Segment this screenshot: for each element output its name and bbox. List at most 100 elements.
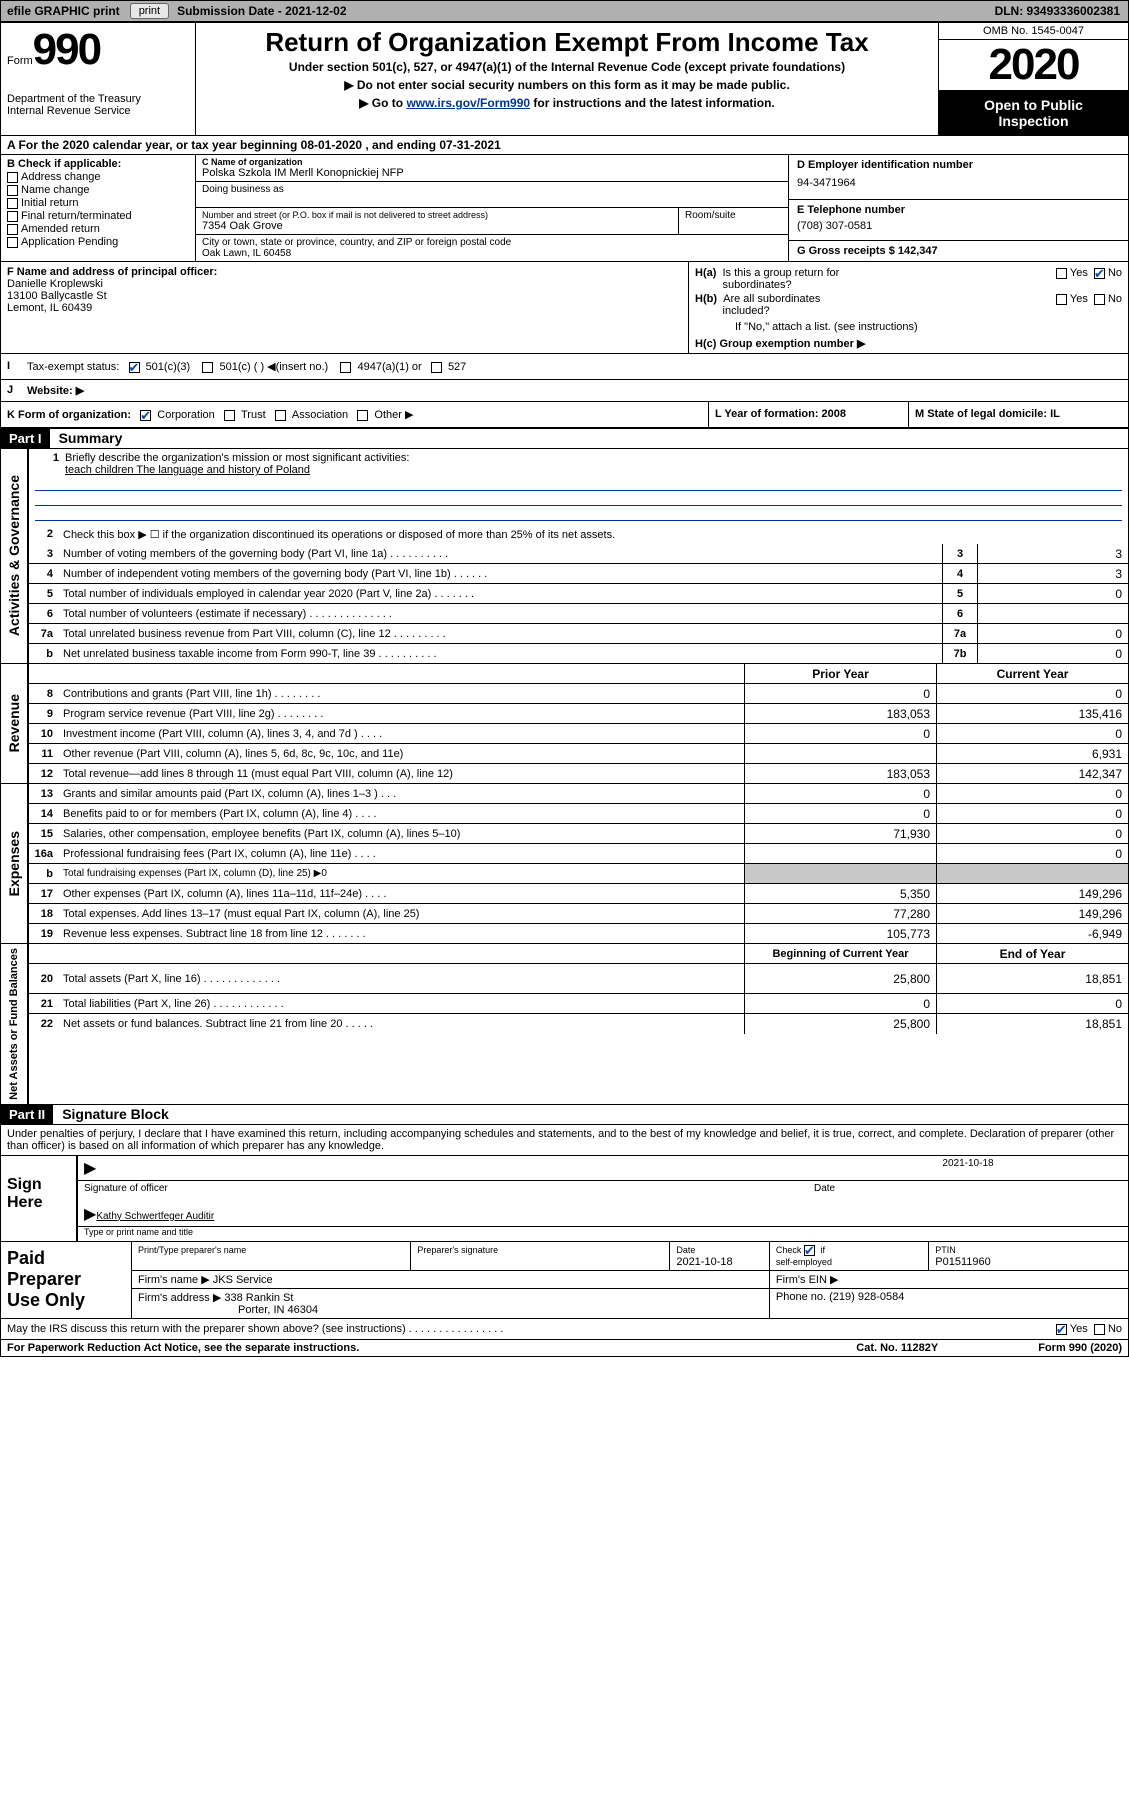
- p19: 105,773: [744, 924, 936, 943]
- addr-left: Number and street (or P.O. box if mail i…: [196, 208, 678, 234]
- chk-no[interactable]: [1094, 1324, 1105, 1335]
- line10: Investment income (Part VIII, column (A)…: [59, 726, 744, 742]
- omb-number: OMB No. 1545-0047: [939, 23, 1128, 40]
- line18: Total expenses. Add lines 13–17 (must eq…: [59, 906, 744, 922]
- officer-lbl: F Name and address of principal officer:: [7, 266, 217, 278]
- revenue-section: Revenue Prior YearCurrent Year 8Contribu…: [1, 664, 1128, 784]
- sig-officer-lbl: Signature of officer: [78, 1181, 808, 1196]
- line8: Contributions and grants (Part VIII, lin…: [59, 686, 744, 702]
- chk-final[interactable]: Final return/terminated: [7, 210, 189, 222]
- tel-block: E Telephone number (708) 307-0581: [789, 200, 1128, 241]
- footer: For Paperwork Reduction Act Notice, see …: [1, 1339, 1128, 1356]
- topbar: efile GRAPHIC print print Submission Dat…: [0, 0, 1129, 22]
- part-ii-title: Signature Block: [56, 1106, 169, 1122]
- hb-note: If "No," attach a list. (see instruction…: [695, 319, 1122, 335]
- chk-trust[interactable]: [224, 410, 235, 421]
- paid-label: PaidPreparerUse Only: [1, 1242, 131, 1318]
- p22: 25,800: [744, 1014, 936, 1034]
- paid-preparer: PaidPreparerUse Only Print/Type preparer…: [1, 1242, 1128, 1319]
- chk-4947[interactable]: [340, 362, 351, 373]
- chk-corp[interactable]: [140, 410, 151, 421]
- subtitle-2: ▶ Do not enter social security numbers o…: [204, 78, 930, 92]
- sign-here-label: SignHere: [1, 1156, 76, 1241]
- c10: 0: [936, 724, 1128, 743]
- line5: Total number of individuals employed in …: [59, 586, 942, 602]
- tax-year: 2020: [939, 40, 1128, 91]
- chk-501c[interactable]: [202, 362, 213, 373]
- discuss-yn: Yes No: [1056, 1323, 1122, 1335]
- p17: 5,350: [744, 884, 936, 903]
- chk-assoc[interactable]: [275, 410, 286, 421]
- line2: Check this box ▶ ☐ if the organization d…: [59, 526, 1128, 543]
- line6: Total number of volunteers (estimate if …: [59, 606, 942, 622]
- chk-initial[interactable]: Initial return: [7, 197, 189, 209]
- mission-block: 1Briefly describe the organization's mis…: [29, 449, 1128, 524]
- ein-val: 94-3471964: [797, 171, 1120, 195]
- line13: Grants and similar amounts paid (Part IX…: [59, 786, 744, 802]
- line14: Benefits paid to or for members (Part IX…: [59, 806, 744, 822]
- line21: Total liabilities (Part X, line 26) . . …: [59, 996, 744, 1012]
- paid-right: Print/Type preparer's name Preparer's si…: [131, 1242, 1128, 1318]
- c19: -6,949: [936, 924, 1128, 943]
- header-left: Form 990 Department of the Treasury Inte…: [1, 23, 196, 135]
- form-header: Form 990 Department of the Treasury Inte…: [1, 23, 1128, 136]
- irs-link[interactable]: www.irs.gov/Form990: [406, 96, 530, 110]
- print-pill[interactable]: print: [130, 3, 169, 19]
- chk-yes[interactable]: [1056, 1324, 1067, 1335]
- form-number: Form 990: [7, 25, 189, 75]
- dba-block: Doing business as: [196, 182, 788, 208]
- open2: Inspection: [998, 113, 1068, 129]
- k-lbl: K Form of organization:: [7, 409, 131, 421]
- c14: 0: [936, 804, 1128, 823]
- c15: 0: [936, 824, 1128, 843]
- chk-527[interactable]: [431, 362, 442, 373]
- p12: 183,053: [744, 764, 936, 783]
- ag-content: 1Briefly describe the organization's mis…: [29, 449, 1128, 664]
- footer-right: Form 990 (2020): [1038, 1342, 1122, 1354]
- line12: Total revenue—add lines 8 through 11 (mu…: [59, 766, 744, 782]
- p13: 0: [744, 784, 936, 803]
- chk-name[interactable]: Name change: [7, 184, 189, 196]
- form-container: Form 990 Department of the Treasury Inte…: [0, 22, 1129, 1357]
- typed-lbl: Type or print name and title: [78, 1227, 1128, 1241]
- form-num: 990: [33, 25, 100, 75]
- website-lbl: Website: ▶: [27, 384, 84, 397]
- part-i-badge: Part I: [1, 429, 50, 448]
- prep-sig-lbl: Preparer's signature: [417, 1245, 498, 1255]
- officer-name: Danielle Kroplewski: [7, 278, 103, 290]
- chk-pending[interactable]: Application Pending: [7, 236, 189, 248]
- gross-lbl: G Gross receipts $ 142,347: [797, 245, 938, 257]
- blank-line-3: [35, 506, 1122, 521]
- line16b: Total fundraising expenses (Part IX, col…: [59, 866, 744, 881]
- officer-city: Lemont, IL 60439: [7, 302, 92, 314]
- hdr-prior: Prior Year: [744, 664, 936, 683]
- col-b: B Check if applicable: Address change Na…: [1, 155, 196, 261]
- chk-addr[interactable]: Address change: [7, 171, 189, 183]
- city-val: Oak Lawn, IL 60458: [202, 248, 782, 259]
- chk-other[interactable]: [357, 410, 368, 421]
- p21: 0: [744, 994, 936, 1013]
- row-a: A For the 2020 calendar year, or tax yea…: [1, 136, 1128, 155]
- hdr-end: End of Year: [936, 944, 1128, 963]
- mission-text: teach children The language and history …: [35, 464, 1122, 476]
- dept1: Department of the Treasury: [7, 93, 141, 105]
- chk-501c3[interactable]: [129, 362, 140, 373]
- firm-phone: Phone no. (219) 928-0584: [769, 1288, 1128, 1318]
- addr-lbl: Number and street (or P.O. box if mail i…: [202, 210, 672, 220]
- addr-val: 7354 Oak Grove: [202, 220, 672, 232]
- line20: Total assets (Part X, line 16) . . . . .…: [59, 971, 744, 987]
- ha-row: H(a) Is this a group return for subordin…: [695, 267, 1122, 291]
- k-left: K Form of organization: Corporation Trus…: [1, 402, 708, 427]
- exp-content: 13Grants and similar amounts paid (Part …: [29, 784, 1128, 944]
- state-domicile: M State of legal domicile: IL: [915, 408, 1060, 420]
- val7a: 0: [978, 624, 1128, 643]
- chk-amended[interactable]: Amended return: [7, 223, 189, 235]
- k-mid: L Year of formation: 2008: [708, 402, 908, 427]
- p10: 0: [744, 724, 936, 743]
- blank-line-2: [35, 491, 1122, 506]
- vlabel-exp: Expenses: [1, 784, 29, 944]
- c16b-grey: [936, 864, 1128, 883]
- sig-line-1b: Signature of officer Date: [78, 1181, 1128, 1196]
- p16a: [744, 844, 936, 863]
- val3: 3: [978, 544, 1128, 563]
